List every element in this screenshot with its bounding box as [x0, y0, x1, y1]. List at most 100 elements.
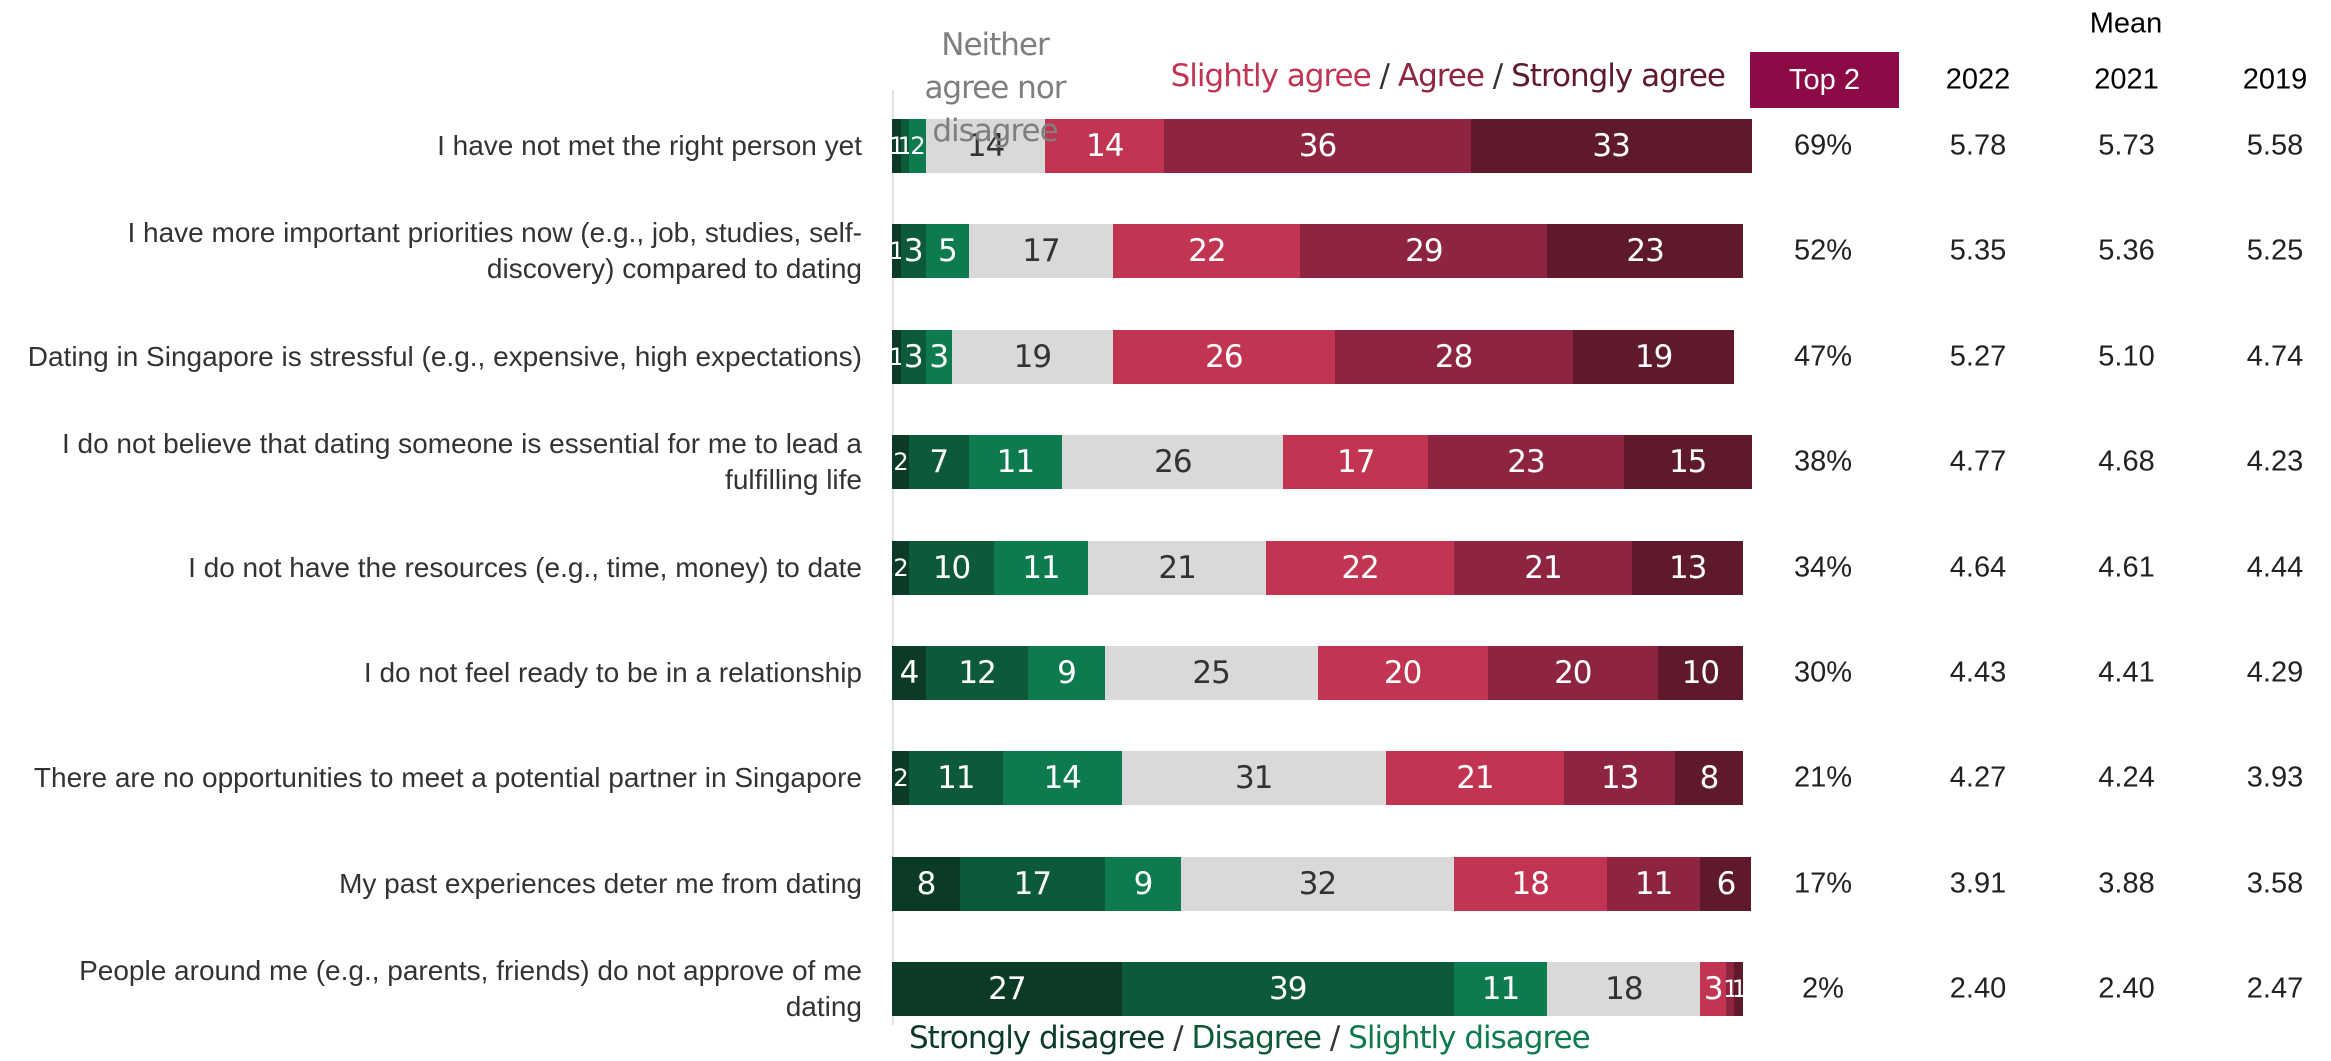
year-header: 2021 [2094, 63, 2159, 96]
bar-segment [968, 435, 1063, 490]
segment-label: 12 [958, 655, 996, 691]
segment-label: 13 [1600, 760, 1639, 797]
bar-segment [1547, 224, 1743, 279]
segment-label: 2 [893, 448, 908, 477]
bar-segment [1087, 540, 1267, 595]
segment-label: 8 [916, 865, 937, 902]
bar-segment [1623, 435, 1752, 490]
segment-label: 33 [1592, 128, 1630, 164]
top2-value: 30% [1793, 656, 1853, 689]
mean-value: 4.74 [2246, 340, 2304, 373]
mean-value: 4.29 [2246, 656, 2304, 689]
mean-value: 3.91 [1949, 867, 2007, 900]
mean-value: 4.68 [2098, 445, 2155, 478]
segment-label: 9 [1133, 865, 1154, 902]
bar-segment [900, 329, 927, 384]
segment-label: 9 [1057, 655, 1077, 691]
legend-separator: / [1483, 58, 1512, 94]
segment-label: 3 [929, 338, 949, 375]
top2-value: 34% [1793, 551, 1853, 584]
mean-value: 4.44 [2246, 551, 2304, 584]
top2-value: 47% [1793, 340, 1853, 373]
segment-label: 11 [996, 444, 1035, 481]
bar-segment [926, 329, 952, 384]
bar-segment [1062, 435, 1284, 490]
segment-label: 13 [1668, 549, 1707, 586]
segment-label: 17 [1337, 444, 1375, 481]
bar-segment [909, 435, 969, 490]
bar-segment [951, 329, 1114, 384]
bar-segment [1104, 646, 1318, 700]
bar-segment [909, 751, 1003, 806]
mean-value: 2.47 [2246, 972, 2304, 1005]
segment-label: 18 [1511, 865, 1550, 902]
segment-label: 22 [1188, 233, 1226, 270]
mean-value: 5.10 [2098, 340, 2155, 373]
segment-label: 5 [937, 233, 958, 270]
segment-label: 18 [1605, 971, 1643, 1008]
segment-label: 3 [1703, 971, 1724, 1008]
legend-entry: Slightly disagree [1348, 1020, 1591, 1056]
bar-segment [1700, 962, 1726, 1017]
bar-segment [1121, 962, 1454, 1017]
bar-segment [1564, 751, 1675, 806]
bar-segment [1487, 646, 1658, 700]
mean-value: 4.27 [1949, 761, 2007, 794]
bar-segment [1181, 856, 1454, 911]
legend-disagree: Strongly disagree / Disagree / Slightly … [909, 1020, 1591, 1056]
mean-value: 5.36 [2098, 234, 2155, 267]
segment-label: 23 [1507, 444, 1545, 481]
segment-label: 8 [1699, 760, 1720, 797]
bar-segment [900, 119, 909, 173]
segment-label: 3 [903, 338, 924, 375]
mean-value: 5.73 [2098, 129, 2155, 162]
segment-label: 4 [899, 655, 920, 691]
legend-entry: Disagree [1191, 1020, 1322, 1056]
bar-segment [1300, 224, 1548, 279]
year-header: 2019 [2242, 63, 2308, 96]
category-label: I do not have the resources (e.g., time,… [188, 551, 862, 583]
category-label: Dating in Singapore is stressful (e.g., … [27, 340, 862, 372]
bar-segment [926, 646, 1029, 700]
segment-label: 23 [1626, 233, 1664, 270]
legend-separator: / [1164, 1020, 1192, 1056]
bar-segment [1428, 435, 1624, 490]
bar-segment [1470, 119, 1752, 173]
segment-label: 2 [910, 132, 925, 160]
category-label: There are no opportunities to meet a pot… [33, 762, 862, 794]
bar-segment [1045, 119, 1165, 173]
bar-segment [909, 540, 995, 595]
segment-label: 31 [1234, 760, 1273, 797]
bar-segment [1453, 962, 1548, 1017]
segment-label: 27 [988, 971, 1026, 1008]
bar-segment [892, 329, 901, 384]
bar-segment [1104, 856, 1182, 911]
top2-value: 52% [1793, 234, 1853, 267]
mean-value: 3.58 [2246, 867, 2304, 900]
top2-header: Top 2 [1750, 52, 1899, 108]
bar-segment [1283, 435, 1429, 490]
segment-label: 3 [903, 233, 924, 270]
mean-value: 2.40 [2098, 972, 2155, 1005]
bar-segment [1725, 962, 1735, 1017]
mean-value: 4.41 [2098, 656, 2155, 689]
bar-segment [1700, 856, 1752, 911]
bar-segment [892, 646, 927, 700]
segment-label: 10 [1681, 655, 1720, 691]
mean-value: 5.78 [1949, 129, 2007, 162]
segment-label: 14 [1043, 760, 1081, 797]
mean-value: 5.25 [2246, 234, 2304, 267]
legend-separator: / [1370, 58, 1398, 94]
segment-label: 20 [1383, 655, 1422, 691]
legend-separator: / [1321, 1020, 1349, 1056]
mean-value: 4.43 [1949, 656, 2007, 689]
top2-value: 38% [1793, 445, 1853, 478]
mean-header: Mean [2089, 7, 2163, 40]
bar-segment [1453, 856, 1607, 911]
mean-value: 4.24 [2098, 761, 2155, 794]
category-label: My past experiences deter me from dating [339, 867, 862, 899]
category-label: I do not feel ready to be in a relations… [363, 657, 862, 688]
segment-label: 29 [1405, 233, 1443, 270]
mean-value: 4.64 [1949, 551, 2007, 584]
